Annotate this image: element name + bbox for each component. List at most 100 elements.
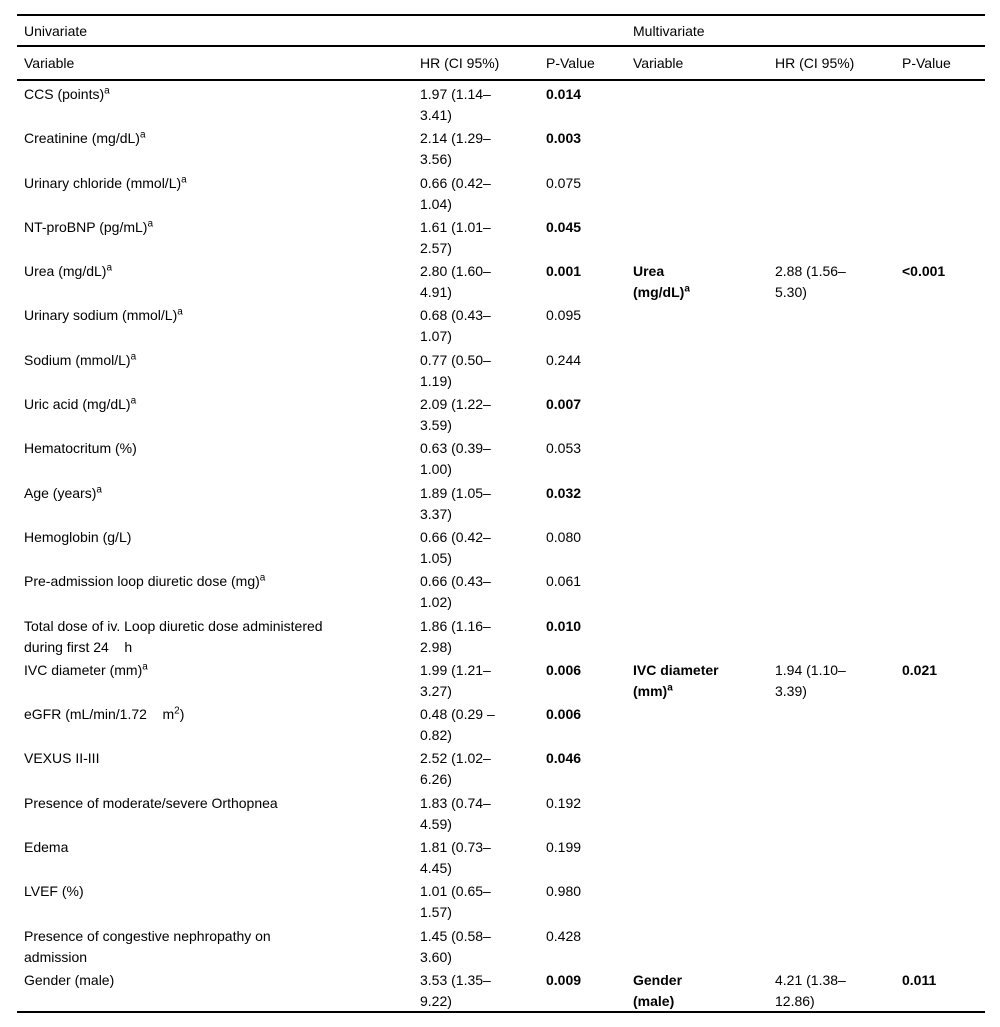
cell-hr-multivariate (775, 878, 902, 923)
cell-variable-univariate: Gender (male) (24, 971, 115, 988)
cell-variable-univariate: Urinary chloride (mmol/L)a (24, 173, 187, 191)
cell-hr-univariate: 3.53 (1.35– 9.22) (420, 971, 491, 1009)
cell-pvalue-multivariate: 0.011 (902, 971, 937, 988)
cell-variable-multivariate (633, 391, 775, 436)
cell-pvalue-multivariate (902, 391, 985, 436)
cell-pvalue-univariate: 0.006 (546, 661, 582, 678)
cell-hr-univariate: 1.97 (1.14– 3.41) (420, 86, 491, 123)
cell-pvalue-univariate: 0.014 (546, 86, 582, 102)
table-row: Creatinine (mg/dL)a 2.14 (1.29– 3.56) 0.003 (17, 125, 985, 169)
cell-variable-univariate: Hematocritum (%) (24, 440, 137, 457)
cell-hr-multivariate (775, 435, 902, 480)
cell-hr-multivariate (775, 834, 902, 879)
cell-pvalue-multivariate (902, 302, 985, 347)
cell-pvalue-multivariate (902, 125, 985, 170)
cell-hr-multivariate (775, 790, 902, 835)
cell-pvalue-multivariate (902, 613, 985, 658)
cell-pvalue-univariate: 0.075 (546, 174, 582, 191)
cell-variable-univariate: eGFR (mL/min/1.72 m2) (24, 705, 185, 723)
table-row: Sodium (mmol/L)a 0.77 (0.50– 1.19) 0.244 (17, 347, 985, 391)
table-row: Gender (male) 3.53 (1.35– 9.22) 0.009 Gender… (17, 967, 985, 1011)
group-header-univariate: Univariate (24, 22, 88, 39)
cell-hr-univariate: 1.81 (0.73– 4.45) (420, 839, 491, 877)
regression-results-table: Univariate Multivariate Variable HR (CI … (17, 14, 985, 1014)
cell-hr-multivariate (775, 701, 902, 746)
cell-variable-multivariate (633, 214, 775, 259)
table-body: CCS (points)a 1.97 (1.14– 3.41) 0.014 Creati… (17, 81, 985, 1011)
cell-pvalue-multivariate (902, 568, 985, 613)
table-row: CCS (points)a 1.97 (1.14– 3.41) 0.014 (17, 81, 985, 125)
column-header-pvalue-univariate: P-Value (546, 55, 595, 71)
cell-pvalue-univariate: 0.061 (546, 573, 582, 590)
cell-hr-univariate: 0.77 (0.50– 1.19) (420, 351, 491, 389)
table-row: IVC diameter (mm)a 1.99 (1.21– 3.27) 0.006 I… (17, 657, 985, 701)
cell-hr-multivariate (775, 480, 902, 525)
cell-pvalue-univariate: 0.006 (546, 706, 582, 723)
cell-hr-multivariate (775, 923, 902, 968)
cell-hr-univariate: 0.66 (0.42– 1.05) (420, 528, 491, 566)
column-header-hr-multivariate: HR (CI 95%) (775, 55, 855, 71)
table-row: VEXUS II-III 2.52 (1.02– 6.26) 0.046 (17, 745, 985, 789)
cell-variable-univariate: VEXUS II-III (24, 750, 100, 767)
cell-variable-multivariate (633, 745, 775, 790)
table-row: Age (years)a 1.89 (1.05– 3.37) 0.032 (17, 480, 985, 524)
table-group-header-row: Univariate Multivariate (17, 14, 985, 47)
cell-hr-multivariate (775, 125, 902, 170)
cell-hr-univariate: 0.68 (0.43– 1.07) (420, 307, 491, 345)
cell-hr-multivariate (775, 81, 902, 126)
table-column-header-row: Variable HR (CI 95%) P-Value Variable HR… (17, 47, 985, 81)
cell-variable-multivariate (633, 347, 775, 392)
cell-variable-multivariate (633, 125, 775, 170)
cell-pvalue-univariate: 0.428 (546, 927, 582, 944)
cell-pvalue-univariate: 0.007 (546, 396, 582, 413)
cell-variable-univariate: Creatinine (mg/dL)a (24, 129, 146, 147)
cell-variable-multivariate (633, 435, 775, 480)
cell-pvalue-multivariate (902, 81, 985, 126)
cell-variable-univariate: Pre-admission loop diuretic dose (mg)a (24, 572, 266, 590)
cell-variable-multivariate (633, 878, 775, 923)
cell-variable-multivariate (633, 613, 775, 658)
cell-variable-multivariate: Gender (male) (633, 971, 683, 1009)
table-row: Total dose of iv. Loop diuretic dose adm… (17, 613, 985, 657)
cell-hr-univariate: 1.45 (0.58– 3.60) (420, 927, 491, 965)
cell-variable-multivariate (633, 834, 775, 879)
cell-variable-univariate: Presence of congestive nephropathy on adm… (24, 927, 271, 965)
cell-pvalue-multivariate (902, 347, 985, 392)
table-row: Urea (mg/dL)a 2.80 (1.60– 4.91) 0.001 Urea (m… (17, 258, 985, 302)
cell-pvalue-univariate: 0.010 (546, 617, 582, 634)
cell-variable-multivariate (633, 923, 775, 968)
table-row: Urinary chloride (mmol/L)a 0.66 (0.42– 1.0… (17, 170, 985, 214)
cell-variable-univariate: Uric acid (mg/dL)a (24, 395, 137, 413)
cell-hr-multivariate (775, 568, 902, 613)
cell-hr-univariate: 1.86 (1.16– 2.98) (420, 617, 491, 655)
cell-pvalue-univariate: 0.199 (546, 839, 582, 856)
cell-hr-multivariate (775, 214, 902, 259)
cell-variable-univariate: Sodium (mmol/L)a (24, 351, 137, 368)
table-row: NT-proBNP (pg/mL)a 1.61 (1.01– 2.57) 0.045 (17, 214, 985, 258)
table-row: eGFR (mL/min/1.72 m2) 0.48 (0.29 –0.82) 0.… (17, 701, 985, 745)
cell-hr-multivariate: 1.94 (1.10– 3.39) (775, 661, 846, 699)
cell-variable-univariate: NT-proBNP (pg/mL)a (24, 218, 154, 235)
cell-pvalue-multivariate (902, 480, 985, 525)
cell-pvalue-multivariate (902, 435, 985, 480)
cell-variable-multivariate: IVC diameter (mm)a (633, 661, 719, 699)
cell-variable-multivariate (633, 81, 775, 126)
cell-hr-multivariate: 4.21 (1.38– 12.86) (775, 971, 846, 1009)
cell-pvalue-univariate: 0.095 (546, 307, 582, 324)
cell-hr-univariate: 1.99 (1.21– 3.27) (420, 661, 491, 699)
cell-pvalue-univariate: 0.244 (546, 351, 582, 368)
table-row: LVEF (%) 1.01 (0.65– 1.57) 0.980 (17, 878, 985, 922)
table-row: Urinary sodium (mmol/L)a 0.68 (0.43– 1.07)… (17, 302, 985, 346)
table-row: Hemoglobin (g/L) 0.66 (0.42– 1.05) 0.080 (17, 524, 985, 568)
cell-variable-univariate: Age (years)a (24, 484, 102, 501)
cell-hr-univariate: 0.63 (0.39– 1.00) (420, 440, 491, 478)
cell-variable-univariate: Urinary sodium (mmol/L)a (24, 306, 183, 324)
cell-variable-univariate: Presence of moderate/severe Orthopnea (24, 794, 278, 811)
cell-pvalue-multivariate (902, 923, 985, 968)
cell-variable-univariate: LVEF (%) (24, 883, 84, 900)
cell-hr-multivariate (775, 302, 902, 347)
cell-variable-multivariate (633, 170, 775, 215)
cell-pvalue-multivariate (902, 790, 985, 835)
cell-pvalue-multivariate: <0.001 (902, 263, 946, 280)
cell-pvalue-univariate: 0.980 (546, 883, 582, 900)
